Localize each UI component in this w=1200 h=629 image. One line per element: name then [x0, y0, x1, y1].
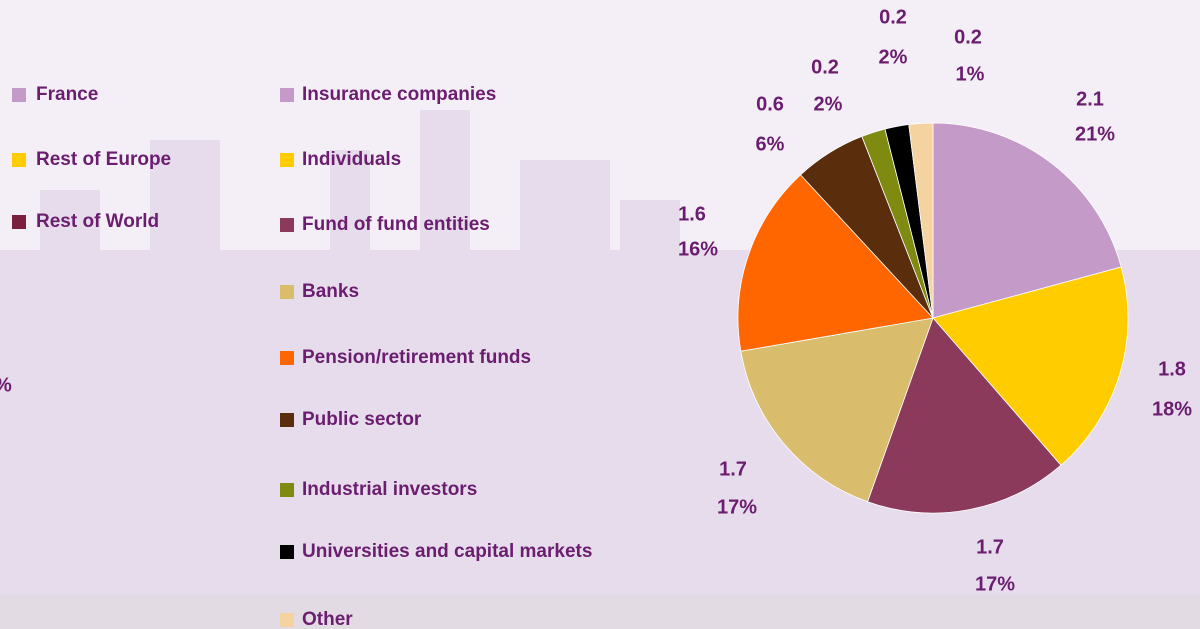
legend-swatch — [12, 153, 26, 167]
pie-slice — [908, 122, 934, 319]
legend-swatch — [280, 413, 294, 427]
percent-label: 18% — [1152, 398, 1192, 420]
value-label: 2.1 — [1076, 88, 1104, 110]
clipped-label: % — [0, 374, 12, 396]
legend-label: France — [36, 84, 98, 105]
value-label: 0.2 — [954, 26, 982, 48]
percent-label: 16% — [678, 238, 718, 260]
legend-label: Individuals — [302, 149, 401, 170]
percent-label: 6% — [756, 133, 785, 155]
percent-label: 17% — [717, 496, 757, 518]
legend-swatch — [280, 351, 294, 365]
legend-label: Other — [302, 609, 353, 629]
legend-swatch — [280, 285, 294, 299]
value-label: 0.2 — [811, 56, 839, 78]
legend-swatch — [12, 88, 26, 102]
percent-label: 1% — [956, 63, 985, 85]
value-label: 1.8 — [1158, 358, 1186, 380]
value-label: 1.7 — [719, 458, 747, 480]
pie-slice — [932, 266, 1129, 466]
percent-label: 17% — [975, 573, 1015, 595]
legend-label: Industrial investors — [302, 479, 477, 500]
legend-label: Rest of World — [36, 211, 159, 232]
percent-label: 2% — [879, 46, 908, 68]
legend-label: Insurance companies — [302, 84, 496, 105]
value-label: 1.7 — [976, 536, 1004, 558]
percent-label: 21% — [1075, 123, 1115, 145]
legend-swatch — [280, 218, 294, 232]
legend-label: Fund of fund entities — [302, 214, 490, 235]
legend-label: Banks — [302, 281, 359, 302]
legend-label: Rest of Europe — [36, 149, 171, 170]
value-label: 0.2 — [879, 6, 907, 28]
legend-swatch — [280, 545, 294, 559]
value-label: 1.6 — [678, 203, 706, 225]
pie-slice — [932, 122, 1122, 319]
legend-label: Universities and capital markets — [302, 541, 592, 562]
legend-label: Public sector — [302, 409, 422, 430]
percent-label: 2% — [814, 93, 843, 115]
pie-slice — [737, 174, 934, 352]
legend-swatch — [12, 215, 26, 229]
value-label: 0.6 — [756, 93, 784, 115]
bottom-band — [0, 595, 1200, 629]
legend-label: Pension/retirement funds — [302, 347, 531, 368]
legend-swatch — [280, 88, 294, 102]
legend-swatch — [280, 153, 294, 167]
legend-swatch — [280, 483, 294, 497]
pie-slice — [740, 317, 934, 503]
legend-swatch — [280, 613, 294, 627]
